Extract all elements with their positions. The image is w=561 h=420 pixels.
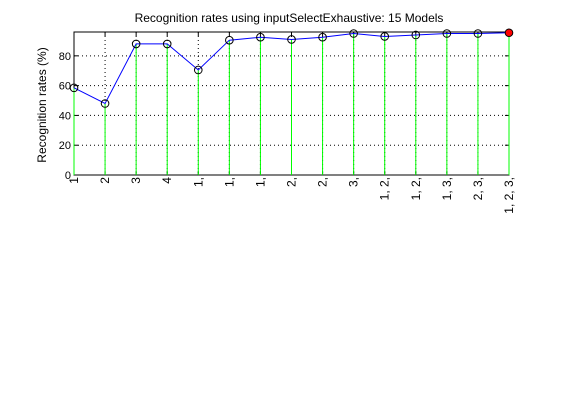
x-tick-label: 3 (129, 177, 143, 184)
x-tick-label: 1, (191, 177, 205, 187)
data-point (131, 39, 141, 49)
x-tick-label: 2 (98, 177, 112, 184)
data-point (193, 65, 203, 75)
x-tick-label: 2, (316, 177, 330, 187)
x-tick-label: 2, 3, (471, 177, 485, 200)
data-point (318, 32, 327, 42)
chart-title: Recognition rates using inputSelectExhau… (135, 11, 444, 25)
highlighted-data-point (504, 28, 514, 38)
data-point (69, 83, 79, 93)
data-point (287, 35, 296, 44)
x-tick-label: 4 (160, 177, 174, 184)
data-point (256, 32, 265, 42)
y-tick-label: 60 (59, 81, 71, 93)
x-tick-label: 1, 2, (409, 177, 423, 200)
x-tick-label: 1, 3, (440, 177, 454, 200)
series-line (73, 32, 510, 105)
x-tick-label: 1, (253, 177, 267, 187)
data-point (225, 35, 234, 45)
y-tick-label: 20 (59, 140, 71, 152)
data-point (473, 29, 483, 38)
data-point (349, 29, 358, 38)
y-tick-label: 80 (59, 51, 71, 63)
x-tick-label: 1, 2, 3, (502, 177, 516, 214)
plot-area: 0 20 40 60 80 1 2 3 4 1, 1, 1, 2, 2, 3, 1, 2, 1, 2, 1, 3,… (59, 28, 516, 214)
data-point (100, 99, 110, 108)
x-tick-label: 2, (285, 177, 299, 187)
y-tick-label: 0 (65, 170, 71, 182)
data-point (380, 32, 390, 41)
x-tick-label: 1 (67, 177, 81, 184)
data-point (411, 30, 421, 40)
x-tick-label: 1, (222, 177, 236, 187)
x-tick-label: 1, 2, (378, 177, 392, 200)
x-tick-label: 3, (347, 177, 361, 187)
data-point (162, 39, 172, 49)
y-tick-label: 40 (59, 110, 71, 122)
y-axis-label: Recognition rates (%) (35, 47, 49, 162)
data-point (442, 29, 452, 38)
